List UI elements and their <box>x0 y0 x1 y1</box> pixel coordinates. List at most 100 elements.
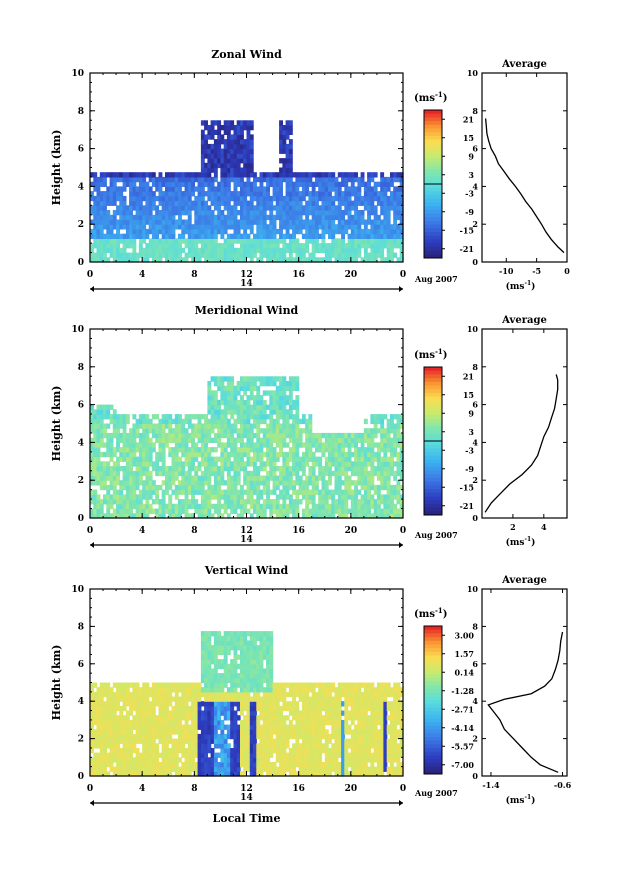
heatmap-cell <box>165 224 169 230</box>
heatmap-cell <box>337 442 342 448</box>
heatmap-cell <box>285 385 290 391</box>
heatmap-cell <box>373 228 378 235</box>
heatmap-cell <box>171 238 176 244</box>
heatmap-cell <box>253 503 257 510</box>
heatmap-cell <box>207 437 212 443</box>
heatmap-cell <box>344 200 349 206</box>
heatmap-cell <box>106 494 111 500</box>
colorbar-swatch <box>424 232 442 237</box>
heatmap-cell <box>249 143 254 150</box>
heatmap-cell <box>324 437 329 443</box>
heatmap-cell <box>321 480 326 486</box>
heatmap-cell <box>142 470 147 477</box>
heatmap-cell <box>324 499 329 505</box>
heatmap-cell <box>213 176 218 183</box>
x-tick-label: 20 <box>345 270 358 280</box>
heatmap-cell <box>308 494 313 500</box>
heatmap-cell <box>99 696 104 702</box>
date-bar-arrow <box>399 286 403 292</box>
heatmap-cell <box>334 470 339 477</box>
heatmap-cell <box>236 247 241 254</box>
heatmap-cell <box>347 456 352 462</box>
heatmap-cell <box>197 682 202 688</box>
heatmap-cell <box>337 432 342 439</box>
heatmap-cell <box>249 381 254 387</box>
heatmap-cell <box>194 687 199 693</box>
heatmap-cell <box>243 390 248 396</box>
heatmap-cell <box>253 466 257 472</box>
heatmap-cell <box>125 210 130 216</box>
heatmap-cell <box>213 771 218 777</box>
heatmap-cell <box>386 200 391 206</box>
heatmap-cell <box>213 247 218 254</box>
heatmap-cell <box>249 153 254 159</box>
heatmap-cell <box>204 508 208 514</box>
heatmap-cell <box>240 210 244 216</box>
heatmap-cell <box>266 480 270 486</box>
heatmap-cell <box>191 484 195 491</box>
heatmap-cell <box>373 186 378 192</box>
heatmap-cell <box>132 715 137 721</box>
heatmap-cell <box>119 687 124 693</box>
heatmap-cell <box>367 191 371 197</box>
heatmap-cell <box>168 738 173 744</box>
heatmap-cell <box>207 470 212 477</box>
heatmap-cell <box>200 645 205 651</box>
heatmap-cell <box>106 757 111 763</box>
heatmap-cell <box>116 766 120 772</box>
heatmap-cell <box>138 513 143 519</box>
heatmap-cell <box>217 162 222 169</box>
heatmap-cell <box>220 186 225 192</box>
heatmap-cell <box>217 228 222 235</box>
heatmap-cell <box>217 247 222 254</box>
heatmap-cell <box>207 733 212 740</box>
heatmap-cell <box>341 191 345 197</box>
heatmap-cell <box>233 257 238 263</box>
heatmap-cell <box>155 238 160 244</box>
heatmap-cell <box>334 186 339 192</box>
heatmap-cell <box>390 205 394 211</box>
heatmap-cell <box>331 224 336 230</box>
heatmap-cell <box>390 508 394 514</box>
heatmap-cell <box>148 456 153 462</box>
heatmap-cell <box>99 508 104 514</box>
heatmap-cell <box>266 456 270 462</box>
heatmap-cell <box>285 148 290 154</box>
colorbar-unit: (ms-1) <box>414 347 447 361</box>
heatmap-cell <box>112 219 117 225</box>
heatmap-cell <box>288 181 293 187</box>
heatmap-cell <box>373 451 378 458</box>
heatmap-cell <box>334 257 339 263</box>
heatmap-cell <box>112 743 117 749</box>
heatmap-cell <box>142 480 147 486</box>
heatmap-cell <box>240 233 244 239</box>
heatmap-cell <box>125 451 130 458</box>
heatmap-cell <box>142 719 147 726</box>
heatmap-cell <box>230 224 235 230</box>
heatmap-cell <box>321 210 326 216</box>
heatmap-cell <box>200 238 205 244</box>
heatmap-cell <box>145 447 150 453</box>
heatmap-cell <box>249 167 254 173</box>
heatmap-cell <box>357 247 362 254</box>
heatmap-cell <box>292 385 296 391</box>
heatmap-cell <box>288 376 293 382</box>
heatmap-cell <box>99 748 104 754</box>
heatmap-cell <box>168 186 173 192</box>
heatmap-cell <box>347 238 352 244</box>
heatmap-cell <box>158 470 163 477</box>
heatmap-cell <box>367 210 371 216</box>
heatmap-cell <box>109 432 114 439</box>
heatmap-cell <box>275 200 280 206</box>
heatmap-cell <box>295 508 300 514</box>
heatmap-cell <box>200 129 205 135</box>
heatmap-cell <box>194 414 199 420</box>
heatmap-cell <box>103 200 107 206</box>
heatmap-cell <box>243 233 248 239</box>
heatmap-cell <box>99 687 104 693</box>
heatmap-cell <box>354 243 358 249</box>
heatmap-cell <box>321 470 326 477</box>
heatmap-cell <box>207 673 212 679</box>
heatmap-cell <box>223 451 228 458</box>
heatmap-cell <box>135 432 140 439</box>
